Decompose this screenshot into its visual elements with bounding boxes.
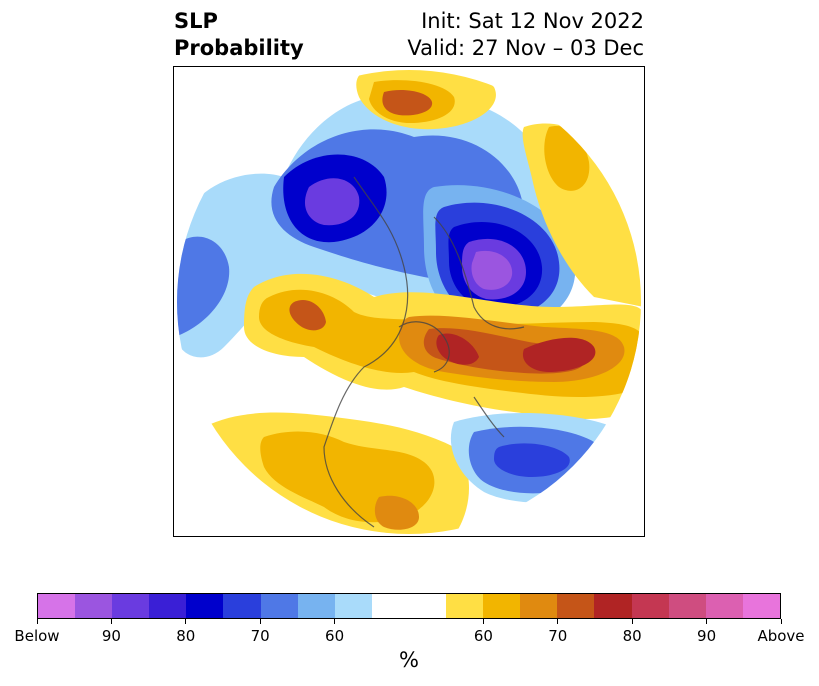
colorbar-tick-label: Above (757, 627, 805, 645)
valid-range: Valid: 27 Nov – 03 Dec (407, 36, 644, 60)
below-90-region-canada (304, 178, 360, 226)
colorbar-tick-label: 80 (176, 627, 196, 645)
below-60-region-pacific (177, 236, 230, 337)
colorbar-swatch (557, 594, 595, 618)
colorbar-tick (482, 619, 484, 624)
colorbar-swatch (75, 594, 113, 618)
colorbar-tick-label: 90 (697, 627, 717, 645)
colorbar-unit: % (399, 648, 419, 672)
probability-map (173, 66, 645, 537)
colorbar-tick-label: 70 (250, 627, 270, 645)
colorbar-tick-label: 60 (473, 627, 493, 645)
colorbar-tick (706, 619, 708, 624)
colorbar (37, 593, 781, 619)
colorbar-swatch (408, 594, 447, 618)
below-80-region-atlantic (494, 443, 570, 477)
colorbar-tick (557, 619, 559, 624)
above-90-region-central (522, 337, 596, 372)
colorbar-swatch (446, 594, 484, 618)
title-slp: SLP (174, 9, 218, 33)
title-probability: Probability (174, 36, 304, 60)
colorbar-swatch (186, 594, 224, 618)
colorbar-swatch (705, 594, 743, 618)
below-max-region-siberia (471, 250, 513, 290)
colorbar-tick (631, 619, 633, 624)
colorbar-swatch (371, 594, 409, 618)
colorbar-swatch (297, 594, 335, 618)
colorbar-swatch (742, 594, 780, 618)
colorbar-tick-label: 90 (101, 627, 121, 645)
colorbar-swatch (334, 594, 372, 618)
colorbar-swatch (594, 594, 632, 618)
colorbar-swatch (112, 594, 150, 618)
colorbar-swatch (260, 594, 298, 618)
colorbar-tick-label: 70 (548, 627, 568, 645)
colorbar-tick (110, 619, 112, 624)
colorbar-tick-label: Below (14, 627, 60, 645)
colorbar-swatch (223, 594, 261, 618)
colorbar-swatch (149, 594, 187, 618)
above-80-region-alaska (289, 299, 326, 331)
coastlines (323, 176, 525, 528)
colorbar-tick-label: 60 (325, 627, 345, 645)
polar-map-svg (177, 70, 641, 534)
above-80-region-arctic (382, 90, 433, 116)
above-80-region-south (374, 495, 419, 530)
colorbar-swatch (520, 594, 558, 618)
colorbar-tick (259, 619, 261, 624)
colorbar-swatch (631, 594, 669, 618)
colorbar-swatch (38, 594, 76, 618)
colorbar-tick (780, 619, 782, 624)
colorbar-swatch (483, 594, 521, 618)
map-title-left: SLP Probability (174, 8, 304, 62)
map-title-right: Init: Sat 12 Nov 2022 Valid: 27 Nov – 03… (407, 8, 644, 62)
colorbar-tick (185, 619, 187, 624)
colorbar-tick-label: 80 (622, 627, 642, 645)
colorbar-tick (36, 619, 38, 624)
init-date: Init: Sat 12 Nov 2022 (421, 9, 644, 33)
colorbar-swatch (668, 594, 706, 618)
colorbar-tick (334, 619, 336, 624)
